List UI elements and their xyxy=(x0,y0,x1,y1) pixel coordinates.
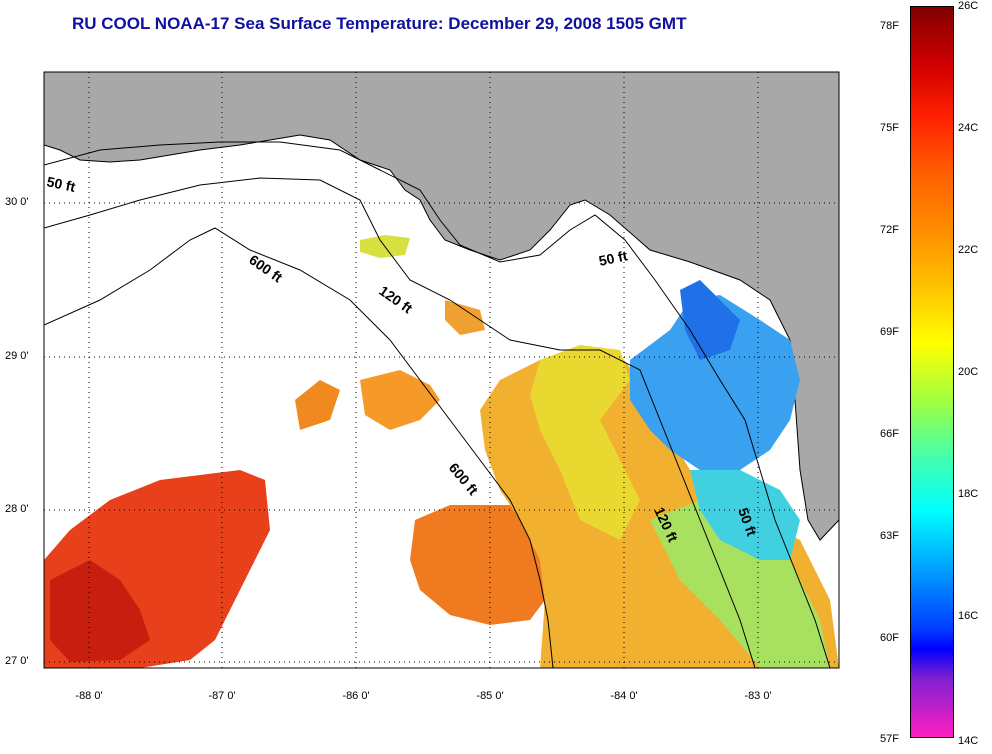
sst-patch-southwest-inner xyxy=(50,560,150,662)
lon-label-86: -86 0' xyxy=(342,690,370,702)
sst-patch-central-1 xyxy=(295,380,340,430)
sst-patch-cool-deep xyxy=(680,280,740,360)
colorbar-label-22c: 22C xyxy=(958,244,979,256)
lat-label-30: 30 0' xyxy=(5,196,29,208)
lon-label-88: -88 0' xyxy=(75,690,103,702)
contour-120ft xyxy=(44,177,756,668)
sst-patch-central-3 xyxy=(445,300,485,335)
lat-label-27: 27 0' xyxy=(5,655,29,667)
map-frame xyxy=(43,71,840,669)
contour-label-50ft-west: 50 ft xyxy=(45,173,77,195)
lon-label-85: -85 0' xyxy=(476,690,504,702)
sst-patch-east-green xyxy=(650,500,830,668)
colorbar-label-72f: 72F xyxy=(880,224,899,236)
colorbar-label-57f: 57F xyxy=(880,733,899,745)
colorbar-label-63f: 63F xyxy=(880,530,899,542)
contour-600ft xyxy=(44,227,554,668)
colorbar-label-16c: 16C xyxy=(958,610,979,622)
lat-label-28: 28 0' xyxy=(5,503,29,515)
map-title: RU COOL NOAA-17 Sea Surface Temperature:… xyxy=(72,14,687,33)
colorbar-label-78f: 78F xyxy=(880,20,899,32)
colorbar-label-14c: 14C xyxy=(958,735,979,747)
colorbar-label-69f: 69F xyxy=(880,326,899,338)
sst-patch-cool-cyan xyxy=(690,470,800,560)
colorbar-label-60f: 60F xyxy=(880,632,899,644)
contour-label-600ft-south: 600 ft xyxy=(446,460,482,499)
lon-label-87: -87 0' xyxy=(208,690,236,702)
colorbar-label-18c: 18C xyxy=(958,488,979,500)
colorbar-label-24c: 24C xyxy=(958,122,979,134)
colorbar-label-75f: 75F xyxy=(880,122,899,134)
sst-patch-east-yellow xyxy=(530,345,640,540)
contour-label-120ft-north: 120 ft xyxy=(376,282,415,316)
colorbar-label-66f: 66F xyxy=(880,428,899,440)
contour-50ft xyxy=(44,141,831,668)
colorbar xyxy=(910,6,954,738)
colorbar-label-26c: 26C xyxy=(958,0,979,12)
colorbar-label-20c: 20C xyxy=(958,366,979,378)
sst-patch-south-central xyxy=(410,505,545,625)
sst-patch-central-2 xyxy=(360,370,440,430)
lon-label-83: -83 0' xyxy=(744,690,772,702)
contour-label-50ft-east: 50 ft xyxy=(597,247,629,269)
lat-label-29: 29 0' xyxy=(5,350,29,362)
lon-label-84: -84 0' xyxy=(610,690,638,702)
sst-patch-cool-blue xyxy=(630,295,800,470)
